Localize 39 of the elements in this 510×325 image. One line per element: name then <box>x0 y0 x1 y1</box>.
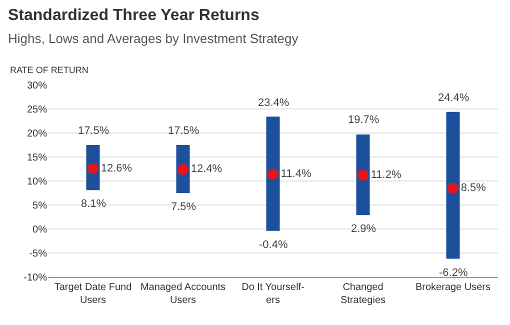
x-tick-label: Brokerage Users <box>415 282 491 293</box>
y-tick-label: 20% <box>26 128 48 140</box>
y-axis-title: RATE OF RETURN <box>10 65 88 75</box>
y-tick-label: -5% <box>29 248 48 260</box>
y-tick-label: 25% <box>26 104 48 116</box>
data-label: 8.5% <box>460 182 486 194</box>
annotation: -6.2% <box>439 267 468 279</box>
x-tick-label: Target Date Fund Users <box>54 282 132 306</box>
annotation: 7.5% <box>171 201 196 213</box>
annotation: 24.4% <box>438 92 470 104</box>
y-tick-label: 0% <box>32 224 48 236</box>
data-label: 12.6% <box>100 162 132 174</box>
chart-title: Standardized Three Year Returns <box>8 7 260 24</box>
bar <box>356 134 370 216</box>
point <box>358 170 368 181</box>
annotation: 17.5% <box>78 125 110 137</box>
annotation: -0.4% <box>259 239 288 251</box>
y-tick-label: 15% <box>26 152 48 164</box>
y-tick-label: -10% <box>24 272 48 284</box>
chart-subtitle: Highs, Lows and Averages by Investment Strategy <box>8 31 299 46</box>
annotation: 17.5% <box>168 125 200 137</box>
annotation: 23.4% <box>258 97 290 109</box>
x-tick-label: Do It Yourself-ers <box>242 282 304 306</box>
annotation: 8.1% <box>81 198 106 210</box>
annotation: 19.7% <box>348 114 380 126</box>
x-tick-label: Managed Accounts Users <box>140 282 226 306</box>
y-tick-label: 10% <box>26 176 48 188</box>
y-tick-label: 30% <box>26 80 48 92</box>
data-label: 12.4% <box>190 163 222 176</box>
y-tick-label: 5% <box>32 200 48 212</box>
point <box>448 182 458 194</box>
bar <box>446 112 460 259</box>
point <box>178 164 188 175</box>
data-label: 11.2% <box>370 168 402 181</box>
x-tick-label: Changed Strategies <box>340 282 386 306</box>
bar <box>266 116 280 231</box>
annotation: 2.9% <box>351 223 376 235</box>
data-label: 11.4% <box>280 168 312 180</box>
point <box>268 168 278 180</box>
